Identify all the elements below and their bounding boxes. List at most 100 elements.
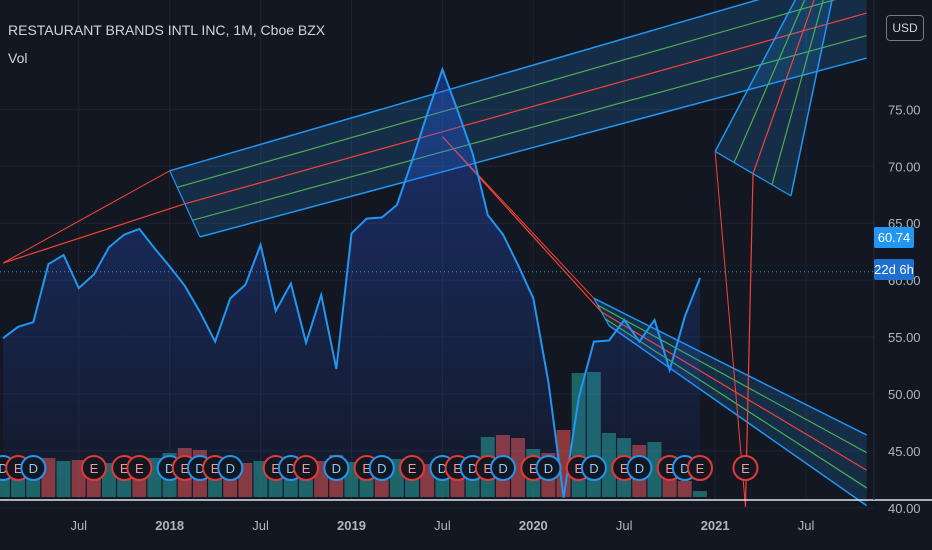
marker-label: E xyxy=(741,461,750,476)
x-tick-label: Jul xyxy=(252,518,269,533)
chart-title: RESTAURANT BRANDS INTL INC, 1M, Cboe BZX xyxy=(8,22,326,38)
dividend-marker[interactable]: D xyxy=(368,455,395,481)
marker-label: D xyxy=(468,461,477,476)
marker-label: D xyxy=(286,461,295,476)
pitchfork-top-line xyxy=(714,0,797,152)
marker-label: D xyxy=(635,461,644,476)
earnings-marker[interactable]: E xyxy=(293,455,320,481)
marker-circle xyxy=(20,455,47,481)
earnings-marker[interactable]: E xyxy=(80,455,107,481)
dividend-marker[interactable]: D xyxy=(20,455,47,481)
marker-label: D xyxy=(589,461,598,476)
marker-label: E xyxy=(14,461,23,476)
pitchfork-top-line xyxy=(169,0,760,172)
marker-label: E xyxy=(529,461,538,476)
y-tick-label: 75.00 xyxy=(888,102,921,117)
pitchfork-pivot-line xyxy=(744,173,754,507)
marker-label: E xyxy=(90,461,99,476)
pitchfork-fill xyxy=(169,0,867,237)
marker-circle xyxy=(490,455,517,481)
x-tick-label: Jul xyxy=(70,518,87,533)
pitchfork-pivot-line xyxy=(2,170,170,264)
x-tick-label: 2020 xyxy=(519,518,548,533)
x-tick-label: Jul xyxy=(434,518,451,533)
marker-label: D xyxy=(332,461,341,476)
pitchfork-pivot-line xyxy=(714,151,746,507)
x-tick-label: Jul xyxy=(616,518,633,533)
marker-label: E xyxy=(408,461,417,476)
earnings-marker[interactable]: E xyxy=(732,455,759,481)
marker-label: E xyxy=(271,461,280,476)
dividend-marker[interactable]: D xyxy=(535,455,562,481)
pitchfork-pivot-line xyxy=(2,203,186,264)
marker-label: E xyxy=(574,461,583,476)
marker-label: E xyxy=(453,461,462,476)
y-tick-label: 50.00 xyxy=(888,387,921,402)
marker-label: E xyxy=(302,461,311,476)
marker-circle xyxy=(368,455,395,481)
pitchfork-handle xyxy=(714,150,792,197)
volume-legend[interactable]: Vol xyxy=(8,50,28,66)
price-line xyxy=(2,66,701,498)
last-price-label: 60.74 xyxy=(874,227,914,248)
y-tick-label: 70.00 xyxy=(888,159,921,174)
marker-label: D xyxy=(165,461,174,476)
currency-button[interactable]: USD xyxy=(886,15,924,41)
marker-label: E xyxy=(120,461,129,476)
x-tick-label: 2021 xyxy=(701,518,730,533)
dividend-marker[interactable]: D xyxy=(217,455,244,481)
marker-label: E xyxy=(211,461,220,476)
pitchfork-handle xyxy=(593,298,610,326)
marker-label: E xyxy=(665,461,674,476)
dividend-marker[interactable]: D xyxy=(580,455,607,481)
marker-label: E xyxy=(484,461,493,476)
pitchfork-quartile xyxy=(733,0,806,163)
earnings-marker[interactable]: E xyxy=(126,455,153,481)
marker-label: D xyxy=(544,461,553,476)
marker-circle xyxy=(626,455,653,481)
marker-circle xyxy=(217,455,244,481)
dividend-marker[interactable]: D xyxy=(626,455,653,481)
earnings-marker[interactable]: E xyxy=(399,455,426,481)
pitchfork-median xyxy=(184,12,867,205)
marker-label: D xyxy=(29,461,38,476)
dividend-marker[interactable]: D xyxy=(490,455,517,481)
marker-label: E xyxy=(696,461,705,476)
marker-circle xyxy=(293,455,320,481)
pitchfork-quartile xyxy=(177,0,836,188)
earnings-marker[interactable]: E xyxy=(687,455,713,481)
marker-circle xyxy=(399,455,426,481)
x-tick-label: 2018 xyxy=(155,518,184,533)
pitchfork-bottom-line xyxy=(199,57,867,238)
marker-circle xyxy=(580,455,607,481)
pitchfork-quartile xyxy=(192,35,867,221)
y-tick-label: 45.00 xyxy=(888,444,921,459)
price-area xyxy=(3,69,700,500)
marker-circle xyxy=(80,455,107,481)
marker-circle xyxy=(535,455,562,481)
x-tick-label: 2019 xyxy=(337,518,366,533)
marker-circle xyxy=(732,455,759,481)
marker-label: D xyxy=(195,461,204,476)
marker-label: D xyxy=(377,461,386,476)
price-area-fill xyxy=(3,69,700,500)
price-series xyxy=(0,66,874,498)
pitchfork-fill xyxy=(715,0,833,196)
y-tick-label: 40.00 xyxy=(888,501,921,516)
marker-circle xyxy=(126,455,153,481)
pitchfork xyxy=(714,0,833,507)
pitchfork xyxy=(2,0,867,264)
marker-label: E xyxy=(135,461,144,476)
marker-label: D xyxy=(438,461,447,476)
x-tick-label: Jul xyxy=(798,518,815,533)
marker-label: D xyxy=(680,461,689,476)
marker-label: E xyxy=(362,461,371,476)
countdown-label: 22d 6h xyxy=(874,259,914,280)
marker-label: E xyxy=(620,461,629,476)
marker-circle xyxy=(323,455,350,481)
dividend-marker[interactable]: D xyxy=(323,455,350,481)
y-tick-label: 55.00 xyxy=(888,330,921,345)
marker-label: D xyxy=(498,461,507,476)
